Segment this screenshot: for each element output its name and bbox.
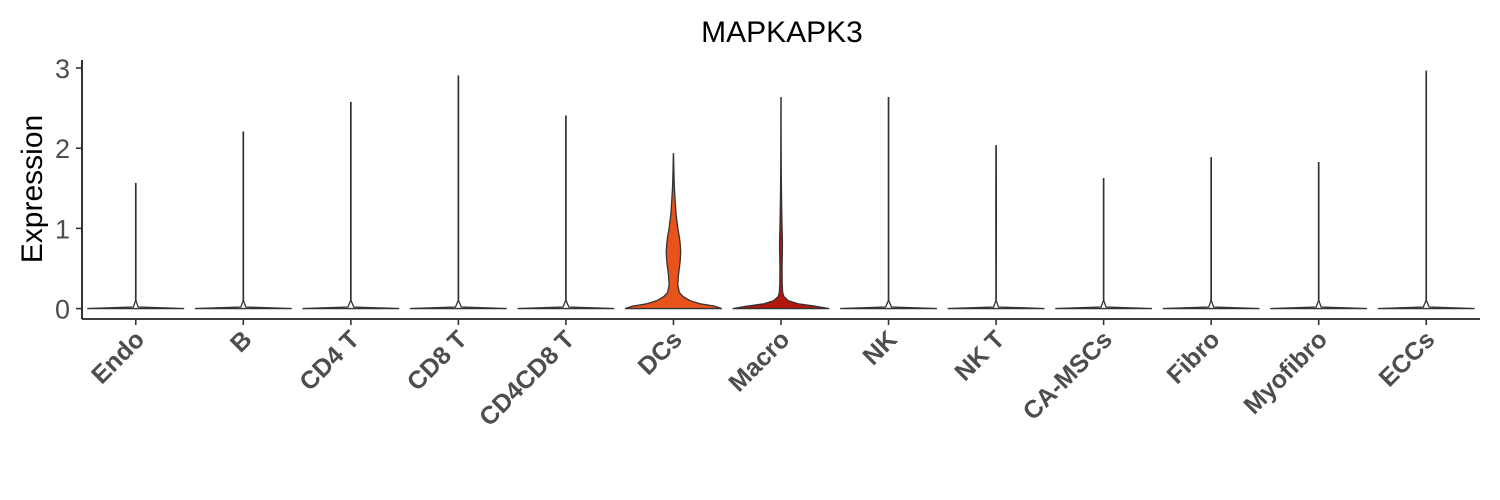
violin-b [194,131,292,310]
x-tick-label: Myofibro [1239,325,1333,419]
y-tick-label: 0 [55,295,70,325]
x-tick-label: Endo [86,325,150,389]
violin-cd4cd8-t [517,115,615,310]
y-axis-label: Expression [16,115,49,263]
x-tick-label: NK T [949,325,1010,386]
x-tick-label: CD8 T [402,325,473,396]
x-tick-label: Macro [723,325,795,397]
violin-ca-mscs [1055,178,1153,310]
violin-dcs [624,153,723,310]
violin-endo [87,182,185,310]
x-tick-label: B [225,325,258,358]
x-tick-label: CD4CD8 T [474,325,580,431]
x-tick-label: CA-MSCs [1018,325,1118,425]
violin-fibro [1162,157,1260,310]
x-tick-label: ECCs [1374,325,1441,392]
y-axis-ticks: 0 1 2 3 [55,54,82,325]
violin-cd8-t [409,75,507,310]
y-tick-label: 3 [55,54,70,84]
violin-layer [87,70,1475,310]
x-tick-label: Fibro [1161,325,1225,389]
x-tick-label: NK [857,325,902,370]
violin-myofibro [1270,161,1368,310]
violin-cd4-t [302,101,400,310]
violin-nk-t [947,145,1045,310]
x-axis-ticks: Endo B CD4 T CD8 T CD4CD8 T DCs Macro NK NK T CA-… [86,319,1440,432]
x-tick-label: CD4 T [294,325,365,396]
chart-title: MAPKAPK3 [701,16,863,49]
violin-nk [840,97,937,310]
x-tick-label: DCs [633,325,688,380]
y-tick-label: 1 [55,214,70,244]
y-tick-label: 2 [55,134,70,164]
violin-macro [732,97,830,310]
violin-eccs [1377,70,1475,310]
